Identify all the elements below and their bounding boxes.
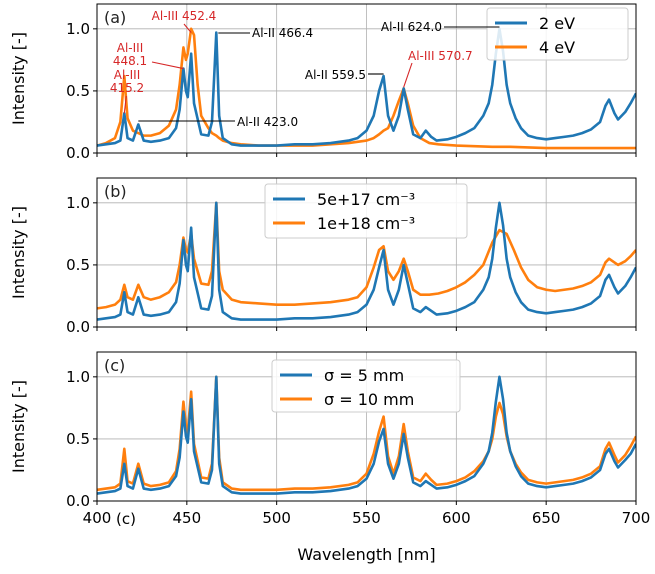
x-axis-label: Wavelength [nm]: [297, 545, 435, 564]
panel-letter: (b): [104, 182, 127, 201]
series-line-2: [97, 201, 636, 310]
annotation-label: Al-III: [114, 68, 141, 82]
x-tick-label: 450: [173, 509, 202, 527]
stray-panel-letter: (c): [116, 510, 136, 528]
y-tick-label: 0.0: [66, 144, 90, 162]
annotation-pointer: [151, 61, 184, 70]
annotation-label: 448.1: [113, 54, 147, 68]
x-tick-label: 700: [622, 509, 651, 527]
legend-entry: σ = 5 mm: [324, 366, 404, 385]
y-tick-label: 0.5: [66, 430, 90, 448]
x-tick-label: 650: [532, 509, 561, 527]
annotation-pointer: [403, 62, 413, 88]
y-axis-label: Intensity [-]: [9, 32, 28, 125]
annotation-label: Al-II 466.4: [252, 26, 313, 40]
x-tick-label: 550: [352, 509, 381, 527]
series-group: [97, 27, 636, 150]
panel-letter: (c): [104, 356, 125, 375]
annotation-label: Al-III: [117, 41, 144, 55]
series-group: [97, 201, 636, 321]
legend-entry: 5e+17 cm⁻³: [317, 190, 415, 209]
y-tick-label: 0.0: [66, 492, 90, 510]
legend: 5e+17 cm⁻³ 1e+18 cm⁻³: [264, 183, 468, 239]
annotation-pointer: [123, 95, 127, 114]
x-tick-label: 500: [262, 509, 291, 527]
annotation-label: 415.2: [110, 81, 144, 95]
annotation-pointer: [183, 23, 192, 33]
legend: 2 eV 4 eV: [486, 7, 629, 61]
panel-1: 0.0 0.5 1.0 Intensity [-] (a) 2 eV 4 eV Al-III …: [9, 3, 637, 162]
y-axis-label: Intensity [-]: [9, 206, 28, 299]
annotation-label: Al-II 423.0: [237, 115, 298, 129]
legend-entry: 1e+18 cm⁻³: [317, 214, 415, 233]
series-line-1: [97, 201, 636, 321]
y-tick-label: 0.5: [66, 256, 90, 274]
legend-box: [264, 183, 468, 239]
legend-entry: σ = 10 mm: [324, 390, 414, 409]
y-tick-label: 1.0: [66, 194, 90, 212]
legend-entry: 2 eV: [539, 14, 575, 33]
annotation-label: Al-II 559.5: [305, 68, 366, 82]
annotation-label: Al-III 452.4: [152, 9, 217, 23]
annotations: Al-III 452.4Al-III448.1Al-III415.2Al-II …: [110, 9, 500, 129]
series-line-1: [97, 375, 636, 495]
panel-3: 0.0 0.5 1.0 400 450 500 550 600 650 700 Intensity …: [9, 351, 651, 564]
y-tick-label: 0.0: [66, 318, 90, 336]
legend-entry: 4 eV: [539, 38, 575, 57]
y-tick-label: 1.0: [66, 20, 90, 38]
x-tick-label: 400: [83, 509, 112, 527]
legend: σ = 5 mm σ = 10 mm: [271, 359, 461, 413]
y-axis-label: Intensity [-]: [9, 380, 28, 473]
y-tick-label: 0.5: [66, 82, 90, 100]
x-tick-label: 600: [442, 509, 471, 527]
annotation-label: Al-II 624.0: [381, 20, 442, 34]
panel-2: 0.0 0.5 1.0 Intensity [-] (b) 5e+17 cm⁻³ 1e+18…: [9, 177, 637, 336]
series-line-1: [97, 27, 636, 147]
y-tick-label: 1.0: [66, 368, 90, 386]
annotation-label: Al-III 570.7: [408, 49, 473, 63]
series-group: [97, 375, 636, 495]
legend-box: [271, 359, 461, 413]
panel-letter: (a): [104, 8, 126, 27]
